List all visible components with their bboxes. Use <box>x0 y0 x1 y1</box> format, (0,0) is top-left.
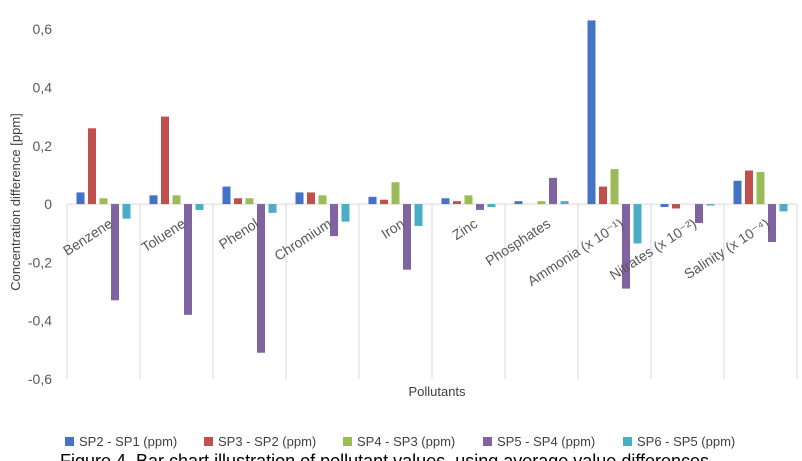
bar <box>172 195 181 205</box>
legend-label: SP6 - SP5 (ppm) <box>637 434 735 449</box>
y-axis-ticks: -0,6 -0,4 -0,2 0 0,2 0,4 0,6 <box>28 21 52 387</box>
y-tick-label: -0,6 <box>28 371 52 387</box>
category-label: Phenol <box>216 215 261 252</box>
legend-label: SP4 - SP3 (ppm) <box>357 434 455 449</box>
bar <box>99 198 108 205</box>
bar <box>453 201 461 205</box>
y-tick-label: 0,6 <box>33 21 53 37</box>
legend-swatch <box>623 437 632 446</box>
bar <box>560 201 569 205</box>
legend: SP2 - SP1 (ppm) SP3 - SP2 (ppm) SP4 - SP3 … <box>65 434 735 449</box>
bar <box>380 199 388 205</box>
bar <box>391 182 400 205</box>
bar <box>222 186 231 205</box>
bar <box>368 196 377 205</box>
bar <box>549 177 557 205</box>
bar <box>633 204 642 244</box>
category-labels: Benzene Toluene Phenol Chromium Iron Zinc Phos… <box>60 215 772 289</box>
bar <box>149 195 158 205</box>
legend-label: SP2 - SP1 (ppm) <box>79 434 177 449</box>
bar <box>487 204 496 207</box>
category-label: Iron <box>378 215 407 242</box>
bar <box>414 204 423 226</box>
bar <box>779 204 788 212</box>
bar <box>768 204 776 242</box>
bar <box>88 128 96 205</box>
bar <box>184 204 192 315</box>
category-dividers <box>66 204 798 379</box>
bar <box>257 204 265 353</box>
y-tick-label: -0,4 <box>28 313 52 329</box>
bar <box>307 192 315 205</box>
category-label: Benzene <box>60 215 115 259</box>
y-axis-title: Concentration difference [ppm] <box>8 113 23 291</box>
bar <box>403 204 411 270</box>
bar <box>195 204 204 210</box>
category-label: Chromium <box>271 215 334 264</box>
legend-label: SP5 - SP4 (ppm) <box>497 434 595 449</box>
bar <box>733 180 742 205</box>
y-tick-label: 0,4 <box>33 79 53 95</box>
bar <box>341 204 350 222</box>
bar <box>706 204 715 206</box>
bar <box>660 204 669 207</box>
bar <box>122 204 131 219</box>
bar <box>756 172 765 205</box>
legend-swatch <box>343 437 352 446</box>
bar <box>672 204 680 209</box>
bar <box>476 204 484 210</box>
bar <box>318 195 327 205</box>
bar <box>587 20 596 205</box>
bar <box>161 116 169 205</box>
bar <box>234 198 242 205</box>
bar <box>111 204 119 301</box>
category-label: Zinc <box>449 215 480 243</box>
bar <box>537 201 546 205</box>
bar <box>295 192 304 205</box>
legend-swatch <box>65 437 74 446</box>
category-label: Phosphates <box>482 215 553 269</box>
legend-swatch <box>204 437 213 446</box>
bar <box>599 186 607 205</box>
bar <box>245 198 254 205</box>
bar <box>268 204 277 213</box>
bars <box>76 20 788 353</box>
figure-caption: Figure 4. Bar chart illustration of poll… <box>60 451 709 461</box>
y-tick-label: -0,2 <box>28 254 52 270</box>
bar <box>514 201 523 205</box>
category-label: Toluene <box>138 215 188 255</box>
bar <box>622 204 630 289</box>
bar <box>464 195 473 205</box>
x-axis-title: Pollutants <box>408 384 466 399</box>
y-tick-label: 0 <box>44 196 52 212</box>
bar <box>610 169 619 205</box>
bar <box>441 198 450 205</box>
bar <box>695 204 703 224</box>
bar <box>76 192 85 205</box>
legend-label: SP3 - SP2 (ppm) <box>218 434 316 449</box>
legend-swatch <box>483 437 492 446</box>
bar <box>330 204 338 237</box>
y-tick-label: 0,2 <box>33 138 53 154</box>
bar <box>745 170 753 205</box>
